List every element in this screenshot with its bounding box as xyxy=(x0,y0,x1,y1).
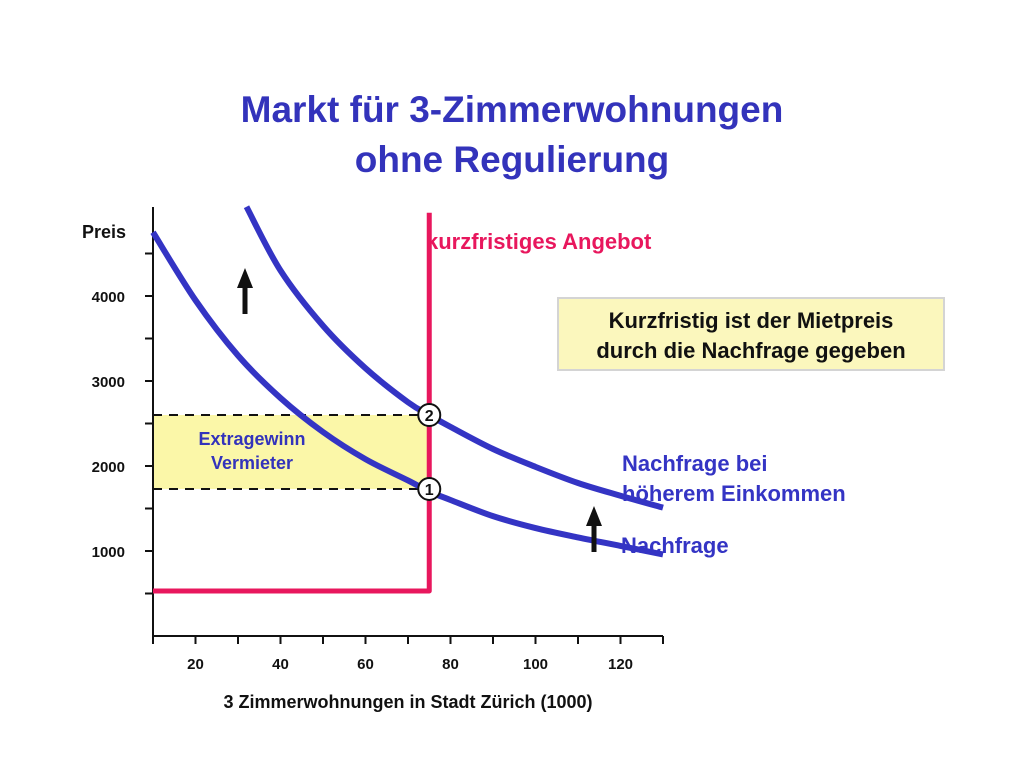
x-tick-label: 80 xyxy=(442,656,459,673)
shift-arrow-up-right-head xyxy=(586,506,602,526)
demand-high-label-line2: höherem Einkommen xyxy=(622,481,846,506)
extra-profit-label-line2: Vermieter xyxy=(210,453,294,473)
equilibrium-label-2: 2 xyxy=(425,408,434,425)
note-line1: Kurzfristig ist der Mietpreis xyxy=(608,308,894,333)
chart-title-line1: Markt für 3-Zimmerwohnungen xyxy=(240,89,784,130)
extra-profit-label-line1: Extragewinn xyxy=(198,429,306,449)
demand-label: Nachfrage xyxy=(621,533,729,558)
y-tick-label: 4000 xyxy=(92,289,125,306)
demand-high-label-line1: Nachfrage bei xyxy=(622,451,768,476)
y-tick-label: 2000 xyxy=(92,459,125,476)
equilibrium-marker-2 xyxy=(417,403,442,427)
extra-profit-label: Extragewinn Vermieter xyxy=(160,427,344,475)
supply-curve xyxy=(153,212,432,594)
x-tick-label: 100 xyxy=(523,656,548,673)
demand-curve xyxy=(150,230,664,558)
x-tick-label: 60 xyxy=(357,656,374,673)
demand-high-label: Nachfrage bei höherem Einkommen xyxy=(622,449,846,509)
x-tick-label: 120 xyxy=(608,656,633,673)
note-box: Kurzfristig ist der Mietpreis durch die … xyxy=(557,297,945,371)
equilibrium-marker-1 xyxy=(417,476,442,501)
equilibrium-label-1: 1 xyxy=(425,482,434,499)
note-line2: durch die Nachfrage gegeben xyxy=(596,338,906,363)
y-tick-label: 3000 xyxy=(92,374,125,391)
x-axis-label: 3 Zimmerwohnungen in Stadt Zürich (1000) xyxy=(223,692,592,712)
shift-arrow-up-left-head xyxy=(237,268,253,288)
chart-title-line2: ohne Regulierung xyxy=(354,139,670,180)
supply-label: kurzfristiges Angebot xyxy=(426,229,652,254)
x-tick-label: 20 xyxy=(187,656,204,673)
x-tick-label: 40 xyxy=(272,656,289,673)
extra-profit-region xyxy=(153,415,430,489)
y-axis-label: Preis xyxy=(82,222,126,242)
y-tick-label: 1000 xyxy=(92,544,125,561)
